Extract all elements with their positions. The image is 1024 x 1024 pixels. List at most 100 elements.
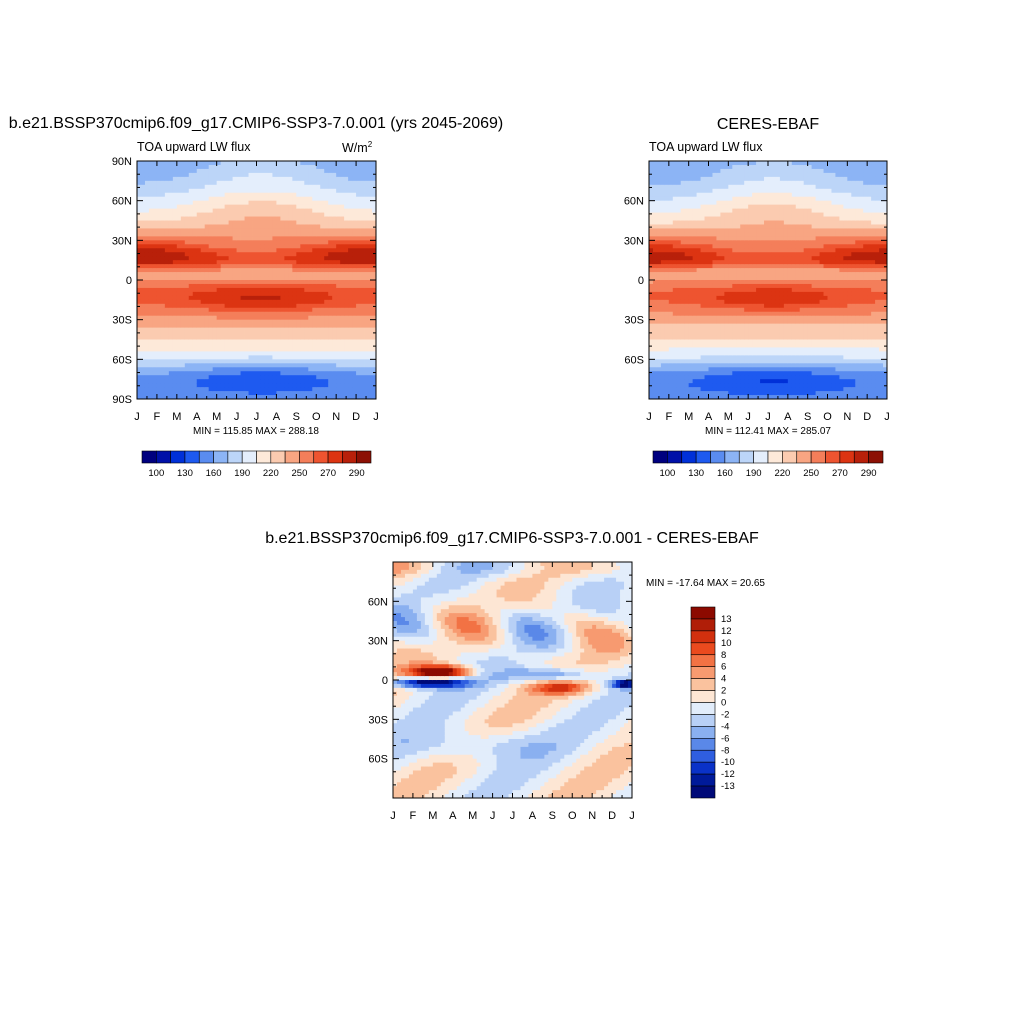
heatmap-cell: [140, 192, 146, 198]
heatmap-cell: [716, 260, 721, 265]
heatmap-cell: [676, 172, 682, 178]
heatmap-cell: [276, 168, 281, 174]
heatmap-cell: [676, 367, 682, 372]
heatmap-cell: [180, 307, 186, 313]
heatmap-cell: [368, 272, 373, 277]
heatmap-cell: [228, 319, 233, 325]
heatmap-cell: [724, 299, 729, 305]
heatmap-cell: [296, 224, 301, 229]
heatmap-cell: [356, 248, 361, 253]
heatmap-cell: [728, 331, 733, 336]
heatmap-cell: [356, 172, 361, 178]
heatmap-cell: [264, 236, 269, 241]
heatmap-cell: [332, 208, 337, 213]
heatmap-cell: [684, 383, 690, 388]
heatmap-cell: [332, 192, 337, 198]
heatmap-cell: [320, 280, 325, 285]
heatmap-cell: [720, 331, 725, 336]
heatmap-cell: [212, 168, 218, 174]
heatmap-cell: [368, 200, 373, 206]
heatmap-cell: [340, 208, 345, 213]
heatmap-cell: [676, 268, 682, 273]
heatmap-cell: [204, 252, 210, 257]
heatmap-cell: [352, 383, 357, 388]
heatmap-cell: [160, 176, 166, 182]
heatmap-cell: [236, 276, 241, 281]
heatmap-cell: [336, 287, 341, 293]
heatmap-cell: [308, 180, 313, 186]
heatmap-cell: [240, 379, 245, 384]
heatmap-cell: [649, 323, 654, 328]
heatmap-cell: [176, 216, 182, 221]
heatmap-cell: [672, 395, 678, 400]
heatmap-cell: [208, 208, 214, 213]
heatmap-cell: [168, 260, 174, 265]
heatmap-cell: [272, 172, 277, 178]
heatmap-cell: [288, 359, 293, 364]
heatmap-cell: [144, 220, 150, 225]
heatmap-cell: [704, 379, 709, 384]
heatmap-cell: [256, 367, 261, 372]
heatmap-cell: [348, 212, 353, 217]
heatmap-cell: [304, 204, 309, 209]
heatmap-cell: [296, 260, 301, 265]
heatmap-cell: [280, 283, 285, 289]
heatmap-cell: [344, 168, 349, 174]
heatmap-cell: [308, 391, 313, 396]
heatmap-cell: [216, 367, 222, 372]
heatmap-cell: [144, 272, 150, 277]
heatmap-cell: [664, 331, 670, 336]
heatmap-cell: [332, 327, 337, 332]
heatmap-cell: [368, 375, 373, 380]
heatmap-cell: [292, 196, 297, 202]
heatmap-cell: [324, 327, 329, 332]
heatmap-cell: [680, 276, 686, 281]
heatmap-cell: [236, 291, 241, 297]
heatmap-cell: [152, 260, 158, 265]
heatmap-cell: [336, 387, 341, 392]
heatmap-cell: [152, 220, 158, 225]
heatmap-cell: [140, 184, 146, 190]
heatmap-cell: [688, 180, 694, 186]
heatmap-cell: [272, 283, 277, 289]
heatmap-cell: [649, 244, 654, 249]
heatmap-cell: [172, 371, 178, 376]
heatmap-cell: [220, 188, 226, 194]
heatmap-cell: [352, 264, 357, 269]
heatmap-cell: [180, 176, 186, 182]
heatmap-cell: [356, 188, 361, 194]
heatmap-cell: [152, 387, 158, 392]
heatmap-cell: [188, 220, 194, 225]
heatmap-cell: [360, 343, 365, 348]
heatmap-cell: [720, 176, 725, 182]
heatmap-cell: [320, 363, 325, 368]
heatmap-cell: [684, 224, 690, 229]
heatmap-cell: [160, 327, 166, 332]
heatmap-cell: [660, 176, 666, 182]
heatmap-cell: [668, 192, 674, 198]
heatmap-cell: [216, 268, 222, 273]
heatmap-cell: [208, 359, 214, 364]
heatmap-cell: [668, 367, 674, 372]
heatmap-cell: [372, 327, 377, 332]
heatmap-cell: [649, 272, 654, 277]
heatmap-cell: [304, 359, 309, 364]
heatmap-cell: [280, 200, 285, 206]
heatmap-cell: [168, 391, 174, 396]
heatmap-cell: [220, 363, 226, 368]
heatmap-cell: [204, 192, 210, 198]
heatmap-cell: [336, 268, 341, 273]
heatmap-cell: [248, 327, 253, 332]
heatmap-cell: [696, 371, 701, 376]
heatmap-cell: [340, 315, 345, 321]
heatmap-cell: [280, 212, 285, 217]
heatmap-cell: [649, 180, 654, 186]
heatmap-cell: [296, 335, 301, 340]
heatmap-cell: [712, 379, 717, 384]
heatmap-cell: [308, 347, 313, 352]
heatmap-cell: [284, 319, 289, 325]
heatmap-cell: [336, 244, 341, 249]
heatmap-cell: [320, 283, 325, 289]
heatmap-cell: [280, 256, 285, 261]
heatmap-cell: [692, 236, 697, 241]
